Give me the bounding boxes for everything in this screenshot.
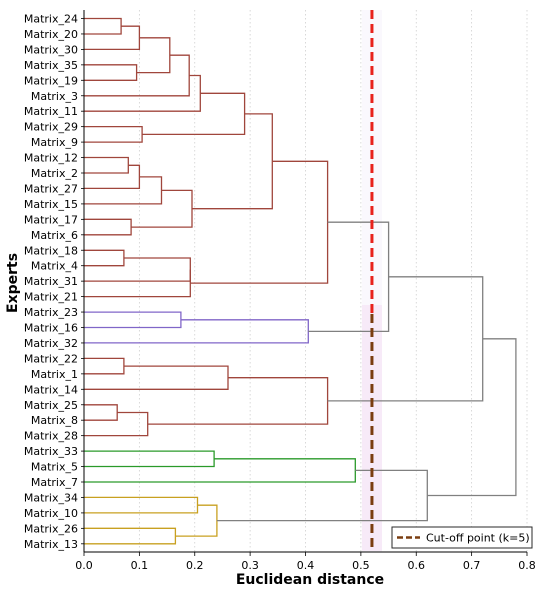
dendrogram-link <box>84 257 191 282</box>
dendrogram-link <box>84 365 229 390</box>
dendrogram-link <box>84 249 125 267</box>
dendrogram-link <box>84 311 182 329</box>
leaf-label: Matrix_21 <box>24 291 78 304</box>
leaf-label: Matrix_22 <box>24 352 78 365</box>
x-axis-title: Euclidean distance <box>236 572 384 588</box>
leaf-label: Matrix_30 <box>24 43 78 56</box>
dendrogram-link <box>84 218 132 236</box>
leaf-label: Matrix_19 <box>24 74 78 87</box>
leaf-label: Matrix_23 <box>24 306 78 319</box>
x-tick-label: 0.6 <box>408 559 426 572</box>
leaf-label: Matrix_17 <box>24 213 78 226</box>
x-tick-label: 0.1 <box>131 559 149 572</box>
leaf-label: Matrix_15 <box>24 198 78 211</box>
dendrogram-link <box>84 496 199 514</box>
dendrogram-link <box>427 338 517 497</box>
leaf-label: Matrix_28 <box>24 430 78 443</box>
leaf-label: Matrix_12 <box>24 152 78 165</box>
dendrogram-link <box>84 404 118 421</box>
dendrogram-link <box>190 160 329 284</box>
dendrogram-link <box>142 92 246 136</box>
x-tick-label: 0.3 <box>241 559 259 572</box>
x-tick-label: 0.5 <box>352 559 370 572</box>
leaf-label: Matrix_16 <box>24 322 78 335</box>
leaf-label: Matrix_29 <box>24 121 78 134</box>
dendrogram-link <box>84 176 163 205</box>
legend-cutoff-label: Cut-off point (k=5) <box>426 532 530 545</box>
dendrogram-link <box>327 276 484 402</box>
leaf-label: Matrix_5 <box>31 461 78 474</box>
leaf-label: Matrix_6 <box>31 229 78 242</box>
x-tick-label: 0.2 <box>186 559 204 572</box>
leaf-label: Matrix_3 <box>31 90 78 103</box>
dendrogram-link <box>84 156 129 174</box>
leaf-label: Matrix_7 <box>31 476 78 489</box>
leaf-label: Matrix_11 <box>24 105 78 118</box>
leaf-label: Matrix_20 <box>24 28 78 41</box>
legend-box <box>391 526 533 549</box>
dendrogram-link <box>84 25 141 51</box>
y-axis-title: Experts <box>5 253 21 313</box>
x-axis-ticks: 0.0 0.1 0.2 0.3 0.4 0.5 0.6 0.7 0.8 <box>75 552 536 572</box>
leaf-label: Matrix_27 <box>24 182 78 195</box>
dendrogram-link <box>84 164 141 190</box>
dendrogram-link <box>84 357 125 375</box>
x-tick-label: 0.8 <box>518 559 536 572</box>
leaf-label: Matrix_18 <box>24 244 78 257</box>
dendrogram-link <box>192 113 273 210</box>
grid-layer <box>138 10 528 552</box>
leaf-label: Matrix_8 <box>31 414 78 427</box>
dendrogram-link <box>84 269 191 298</box>
leaf-label: Matrix_31 <box>24 275 78 288</box>
leaf-label: Matrix_33 <box>24 445 78 458</box>
dendrogram-link <box>136 37 171 74</box>
dendrogram-link <box>84 527 177 545</box>
leaf-label: Matrix_14 <box>24 383 78 396</box>
leaf-label: Matrix_24 <box>24 13 78 26</box>
dendrogram-link <box>147 377 329 425</box>
leaf-label: Matrix_32 <box>24 337 78 350</box>
leaf-label: Matrix_4 <box>31 260 78 273</box>
dendrogram-link <box>216 469 428 522</box>
dendrogram-link <box>175 504 218 537</box>
x-tick-label: 0.7 <box>463 559 481 572</box>
dendrogram-link <box>84 125 143 143</box>
dendrogram-links <box>84 17 517 545</box>
leaf-label: Matrix_13 <box>24 538 78 551</box>
leaf-label: Matrix_35 <box>24 59 78 72</box>
leaf-label: Matrix_34 <box>24 491 78 504</box>
x-tick-label: 0.4 <box>297 559 315 572</box>
dendrogram-link <box>84 17 122 35</box>
leaf-label: Matrix_25 <box>24 399 78 412</box>
x-tick-label: 0.0 <box>75 559 93 572</box>
leaf-label: Matrix_1 <box>31 368 78 381</box>
y-axis-leaf-labels: Matrix_24 Matrix_20 Matrix_30 Matrix_35 Matr… <box>24 13 84 551</box>
dendrogram-link <box>84 319 309 344</box>
leaf-label: Matrix_10 <box>24 507 78 520</box>
legend: Cut-off point (k=5) <box>391 526 533 549</box>
dendrogram-link <box>84 64 138 81</box>
leaf-label: Matrix_26 <box>24 522 78 535</box>
leaf-label: Matrix_9 <box>31 136 78 149</box>
leaf-label: Matrix_2 <box>31 167 78 180</box>
dendrogram-link <box>84 458 356 483</box>
dendrogram-link <box>84 411 149 437</box>
